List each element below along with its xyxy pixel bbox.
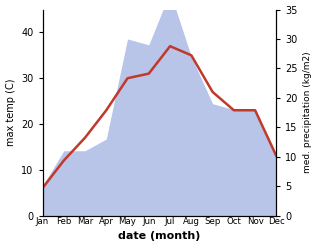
Y-axis label: med. precipitation (kg/m2): med. precipitation (kg/m2) [303,52,313,173]
Y-axis label: max temp (C): max temp (C) [5,79,16,146]
X-axis label: date (month): date (month) [118,231,201,242]
